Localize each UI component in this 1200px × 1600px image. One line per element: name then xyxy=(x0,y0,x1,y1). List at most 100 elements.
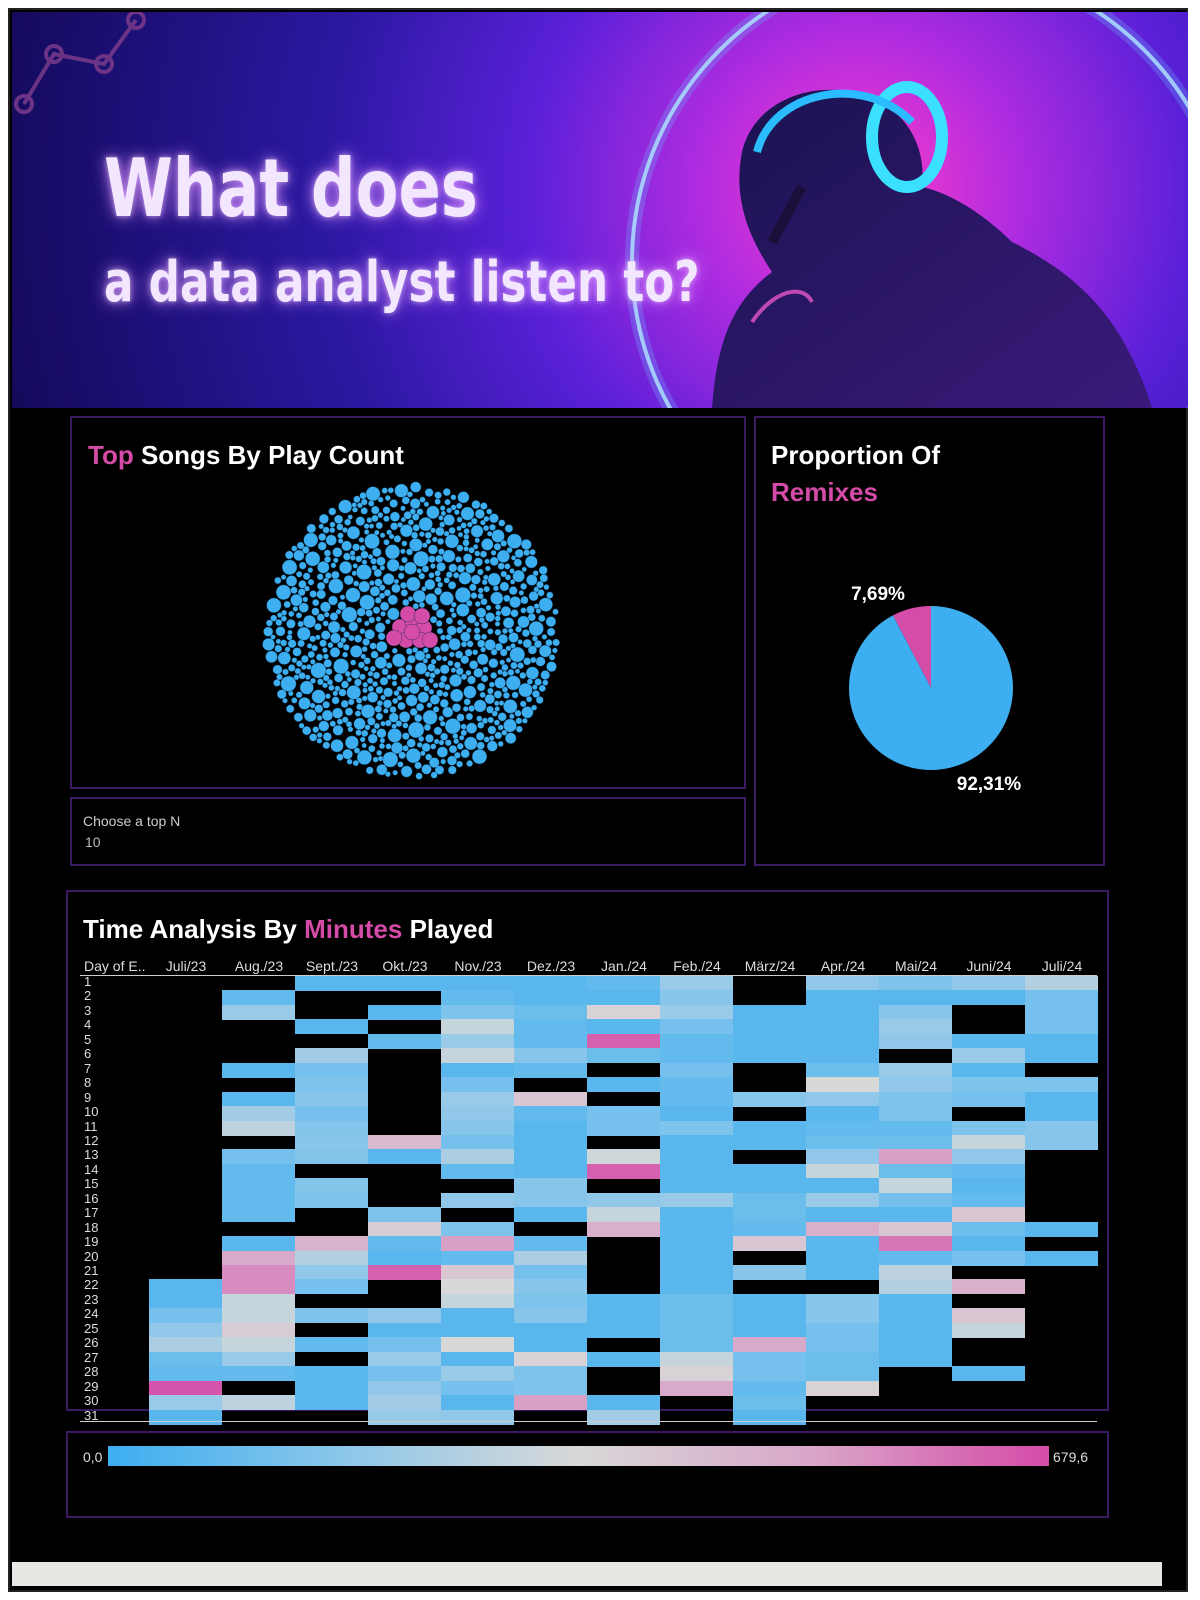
song-bubble[interactable] xyxy=(494,706,501,712)
song-bubble[interactable] xyxy=(527,645,538,655)
song-bubble[interactable] xyxy=(304,674,311,681)
song-bubble[interactable] xyxy=(329,527,336,534)
song-bubble[interactable] xyxy=(477,568,484,576)
song-bubble[interactable] xyxy=(346,685,362,700)
song-bubble[interactable] xyxy=(363,665,369,672)
song-bubble[interactable] xyxy=(440,758,447,765)
song-bubble[interactable] xyxy=(497,562,505,570)
song-bubble[interactable] xyxy=(316,581,326,591)
song-bubble[interactable] xyxy=(434,765,445,775)
song-bubble[interactable] xyxy=(314,704,324,714)
song-bubble[interactable] xyxy=(361,646,368,653)
song-bubble[interactable] xyxy=(350,659,357,666)
song-bubble[interactable] xyxy=(443,530,450,537)
song-bubble[interactable] xyxy=(383,652,391,660)
song-bubble[interactable] xyxy=(435,576,442,583)
song-bubble[interactable] xyxy=(435,654,443,662)
song-bubble[interactable] xyxy=(344,518,352,526)
song-bubble[interactable] xyxy=(409,508,416,515)
pie-slice-remix[interactable] xyxy=(892,606,931,688)
song-bubble[interactable] xyxy=(302,572,311,581)
song-bubble[interactable] xyxy=(388,533,395,540)
song-bubble[interactable] xyxy=(443,514,455,526)
song-bubble[interactable] xyxy=(401,556,408,564)
song-bubble[interactable] xyxy=(424,578,436,590)
song-bubble[interactable] xyxy=(466,760,473,767)
song-bubble[interactable] xyxy=(391,653,406,668)
song-bubble[interactable] xyxy=(287,629,293,636)
song-bubble[interactable] xyxy=(442,691,449,698)
song-bubble[interactable] xyxy=(291,697,298,704)
song-bubble[interactable] xyxy=(498,633,509,644)
song-bubble[interactable] xyxy=(474,508,485,519)
song-bubble[interactable] xyxy=(525,666,540,680)
song-bubble[interactable] xyxy=(497,712,507,722)
song-bubble[interactable] xyxy=(444,498,451,506)
song-bubble[interactable] xyxy=(397,522,403,528)
song-bubble[interactable] xyxy=(433,646,441,654)
song-bubble[interactable] xyxy=(457,531,464,538)
song-bubble[interactable] xyxy=(518,590,525,596)
song-bubble[interactable] xyxy=(356,502,363,509)
song-bubble[interactable] xyxy=(407,519,415,526)
song-bubble[interactable] xyxy=(363,657,371,665)
song-bubble[interactable] xyxy=(456,603,470,617)
song-bubble[interactable] xyxy=(429,694,441,705)
song-bubble[interactable] xyxy=(382,751,399,768)
song-bubble[interactable] xyxy=(369,665,376,672)
song-bubble[interactable] xyxy=(375,616,382,622)
song-bubble[interactable] xyxy=(534,678,542,686)
song-bubble[interactable] xyxy=(359,628,366,635)
song-bubble[interactable] xyxy=(343,575,354,586)
song-bubble[interactable] xyxy=(316,715,323,721)
song-bubble[interactable] xyxy=(347,726,354,733)
song-bubble[interactable] xyxy=(528,621,544,637)
song-bubble[interactable] xyxy=(463,685,477,699)
song-bubble[interactable] xyxy=(374,596,382,604)
song-bubble[interactable] xyxy=(495,604,502,611)
song-bubble[interactable] xyxy=(484,693,495,705)
song-bubble[interactable] xyxy=(412,589,426,604)
song-bubble[interactable] xyxy=(328,684,335,691)
song-bubble[interactable] xyxy=(376,749,383,756)
song-bubble[interactable] xyxy=(398,565,405,572)
song-bubble[interactable] xyxy=(340,637,347,644)
song-bubble[interactable] xyxy=(515,717,523,725)
song-bubble[interactable] xyxy=(432,706,440,713)
song-bubble[interactable] xyxy=(463,553,473,563)
song-bubble[interactable] xyxy=(446,625,457,636)
song-bubble[interactable] xyxy=(533,603,540,610)
song-bubble[interactable] xyxy=(351,570,357,577)
song-bubble[interactable] xyxy=(382,506,391,515)
song-bubble[interactable] xyxy=(331,696,340,705)
song-bubble[interactable] xyxy=(539,573,548,583)
song-bubble[interactable] xyxy=(494,621,501,627)
song-bubble[interactable] xyxy=(542,679,549,686)
song-bubble[interactable] xyxy=(425,733,434,743)
song-bubble[interactable] xyxy=(510,643,516,649)
remix-pie-chart[interactable]: 7,69% 92,31% xyxy=(756,418,1103,864)
song-bubble[interactable] xyxy=(510,609,519,618)
song-bubble[interactable] xyxy=(398,751,407,760)
song-bubble[interactable] xyxy=(526,605,535,614)
song-bubble[interactable] xyxy=(341,540,352,552)
song-bubble[interactable] xyxy=(476,715,483,722)
song-bubble[interactable] xyxy=(479,550,488,558)
song-bubble[interactable] xyxy=(438,681,446,689)
song-bubble[interactable] xyxy=(460,522,467,529)
song-bubble[interactable] xyxy=(276,689,287,700)
song-bubble[interactable] xyxy=(448,651,455,658)
song-bubble[interactable] xyxy=(379,532,386,539)
song-bubble[interactable] xyxy=(500,570,508,578)
song-bubble[interactable] xyxy=(414,662,428,675)
song-bubble[interactable] xyxy=(540,670,551,680)
song-bubble[interactable] xyxy=(396,685,403,692)
song-bubble[interactable] xyxy=(477,639,486,648)
song-bubble[interactable] xyxy=(389,499,399,508)
song-bubble[interactable] xyxy=(371,514,379,523)
song-bubble[interactable] xyxy=(548,654,556,661)
song-bubble[interactable] xyxy=(468,705,475,712)
song-bubble[interactable] xyxy=(274,644,283,653)
song-bubble[interactable] xyxy=(476,653,489,666)
topn-value-input[interactable]: 10 xyxy=(85,834,101,850)
